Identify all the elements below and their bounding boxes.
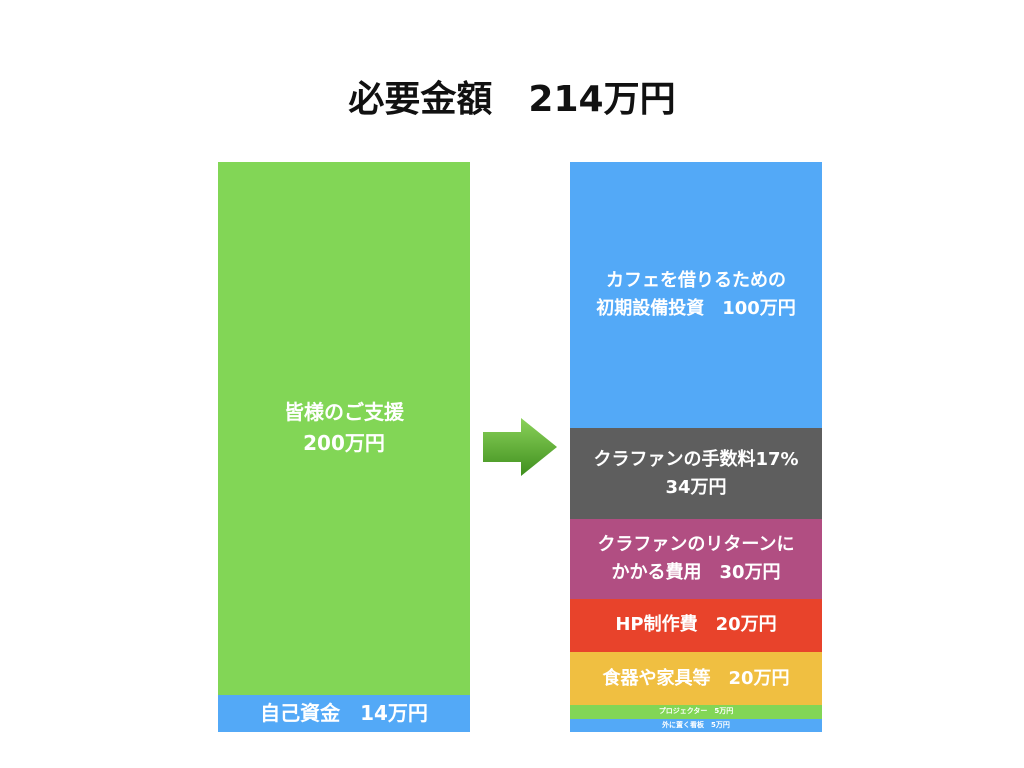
right-column-segment: HP制作費 20万円 — [570, 598, 822, 653]
left-column-segment: 皆様のご支援 200万円 — [218, 162, 470, 695]
funding-source-bar: 皆様のご支援 200万円 自己資金 14万円 — [218, 162, 470, 732]
right-column-segment: クラファンのリターンに かかる費用 30万円 — [570, 518, 822, 599]
right-column-segment: カフェを借りるための 初期設備投資 100万円 — [570, 162, 822, 429]
right-column-segment: 外に置く看板 5万円 — [570, 718, 822, 732]
left-column-segment: 自己資金 14万円 — [218, 694, 470, 732]
right-column-segment: 食器や家具等 20万円 — [570, 652, 822, 706]
right-column-segment: プロジェクター 5万円 — [570, 705, 822, 719]
expense-breakdown-bar: カフェを借りるための 初期設備投資 100万円 クラファンの手数料17% 34万円… — [570, 162, 822, 732]
right-column-segment: クラファンの手数料17% 34万円 — [570, 428, 822, 519]
page-title: 必要金額 214万円 — [348, 79, 676, 120]
right-arrow-icon — [483, 418, 557, 476]
